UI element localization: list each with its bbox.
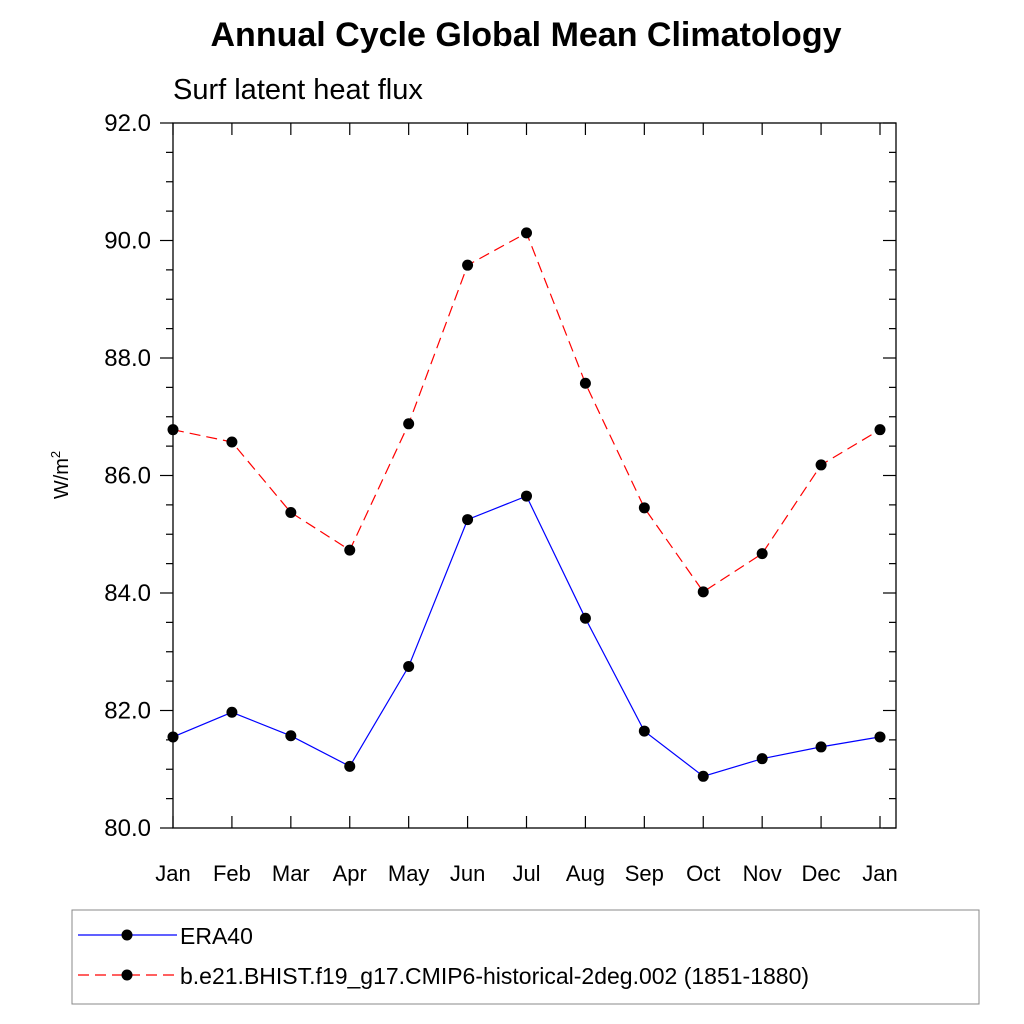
series-point [462,514,474,526]
x-tick-label: Jan [862,861,897,886]
series-era40 [167,490,886,782]
plot-area [172,122,897,829]
chart-title: Annual Cycle Global Mean Climatology [211,16,842,54]
series-point [579,377,591,389]
series-point [521,490,532,502]
y-tick-label: 84.0 [104,580,151,607]
x-tick-label: Sep [625,861,664,886]
series-point [874,731,886,743]
y-tick-label: 90.0 [104,228,151,255]
series-point [756,548,768,560]
y-axis-label-unit: W/m [51,458,73,499]
legend-label: b.e21.BHIST.f19_g17.CMIP6-historical-2de… [180,963,809,989]
x-tick-label: Feb [213,861,251,886]
series-point [285,730,297,742]
axis-ticks [160,122,896,829]
series-point [344,760,356,772]
y-tick-label: 82.0 [104,698,151,725]
x-tick-label: Nov [743,861,782,886]
x-tick-label: Jul [512,861,540,886]
series-point [285,507,297,519]
x-tick-label: Jun [450,861,485,886]
legend-box [71,909,980,1005]
y-tick-label: 92.0 [104,110,151,137]
series-point [403,418,415,430]
series-lines [167,227,886,782]
series-point [579,612,591,624]
y-tick-label: 86.0 [104,463,151,490]
y-axis-label: W/m2 [48,451,73,499]
y-tick-label: 88.0 [104,345,151,372]
series-point [226,706,238,718]
y-tick-label: 80.0 [104,815,151,842]
legend: ERA40 b.e21.BHIST.f19_g17.CMIP6-historica… [71,909,980,1005]
legend-marker [121,929,133,941]
series-point [815,459,827,471]
series-point [226,436,238,448]
series-line [172,232,881,593]
series-point [697,586,709,598]
plot-frame [172,122,897,829]
series-point [167,424,179,436]
x-tick-label: May [388,861,430,886]
series-point [462,259,474,271]
series-point [521,227,532,239]
y-tick-labels: 80.0 82.0 84.0 86.0 88.0 90.0 92.0 [104,110,151,842]
series-point [167,731,179,743]
x-tick-label: Aug [566,861,605,886]
series-point [638,725,650,737]
series-point [344,544,356,556]
series-point [403,660,415,672]
legend-marker [121,969,133,981]
legend-label: ERA40 [180,923,253,949]
x-tick-label: Mar [272,861,310,886]
series-point [756,753,768,765]
series-point [815,741,827,753]
series-line [172,495,881,777]
x-tick-label: Dec [802,861,841,886]
x-tick-label: Jan [155,861,190,886]
series-point [638,502,650,514]
x-tick-label: Oct [686,861,720,886]
series-point [697,770,709,782]
series-point [874,424,886,436]
y-axis-label-exponent: 2 [48,451,63,458]
series-model [167,227,886,598]
x-tick-label: Apr [333,861,367,886]
x-tick-labels: Jan Feb Mar Apr May Jun Jul Aug Sep Oct Nov Dec Jan [155,861,897,886]
chart-subtitle: Surf latent heat flux [173,74,423,106]
